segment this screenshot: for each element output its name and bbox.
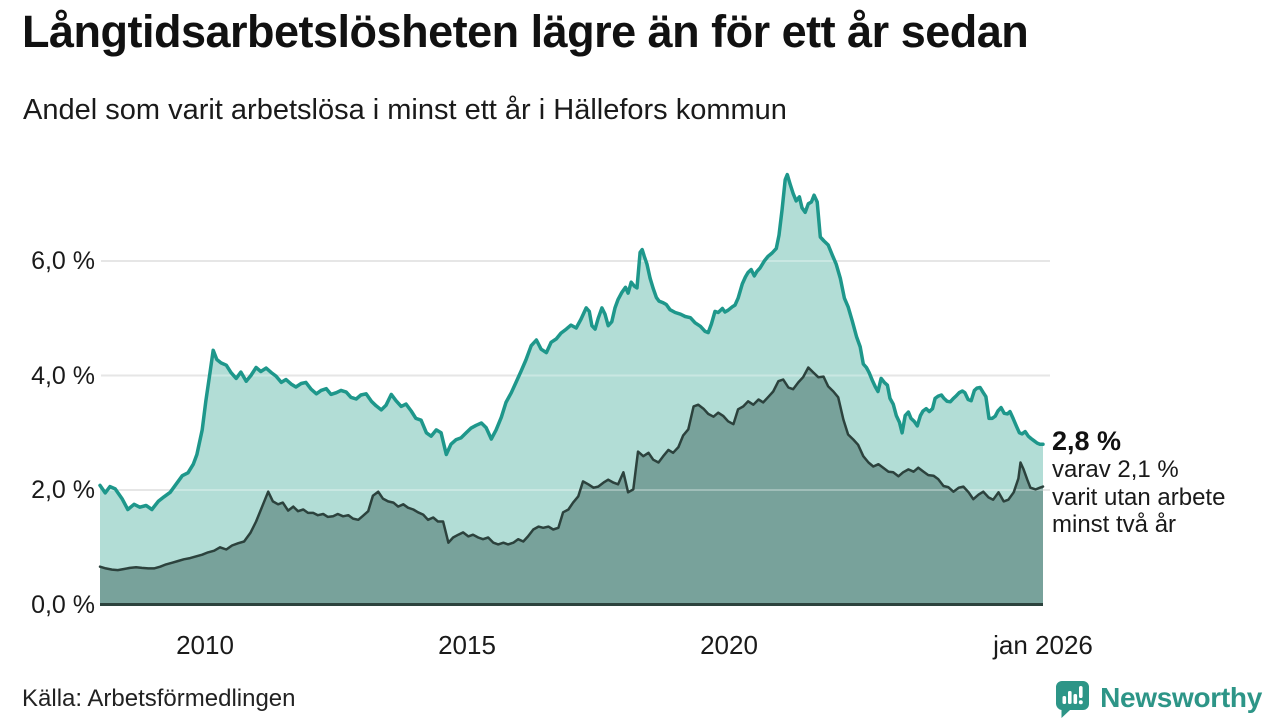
x-tick-2020: 2020 <box>700 630 758 660</box>
newsworthy-brand: Newsworthy <box>1052 678 1262 718</box>
annotation-line-1: varav 2,1 % <box>1052 456 1179 483</box>
page-subtitle: Andel som varit arbetslösa i minst ett å… <box>23 94 787 126</box>
source-credit: Källa: Arbetsförmedlingen <box>22 685 296 712</box>
page-title: Långtidsarbetslösheten lägre än för ett … <box>22 6 1029 57</box>
newsworthy-logo-icon <box>1052 678 1092 718</box>
x-tick-jan-2026: jan 2026 <box>993 630 1093 660</box>
y-tick-4: 4,0 % <box>31 362 95 390</box>
latest-value-annotation: 2,8 % varav 2,1 % varit utan arbete mins… <box>1052 427 1267 539</box>
y-tick-2: 2,0 % <box>31 476 95 504</box>
x-tick-2010: 2010 <box>176 630 234 660</box>
newsworthy-logo-text: Newsworthy <box>1100 682 1262 713</box>
y-tick-0: 0,0 % <box>31 591 95 619</box>
annotation-line-2: varit utan arbete <box>1052 483 1226 511</box>
latest-total-value: 2,8 % <box>1052 426 1122 456</box>
y-tick-6: 6,0 % <box>31 247 95 275</box>
annotation-line-3: minst två år <box>1052 511 1177 538</box>
x-tick-2015: 2015 <box>438 630 496 660</box>
